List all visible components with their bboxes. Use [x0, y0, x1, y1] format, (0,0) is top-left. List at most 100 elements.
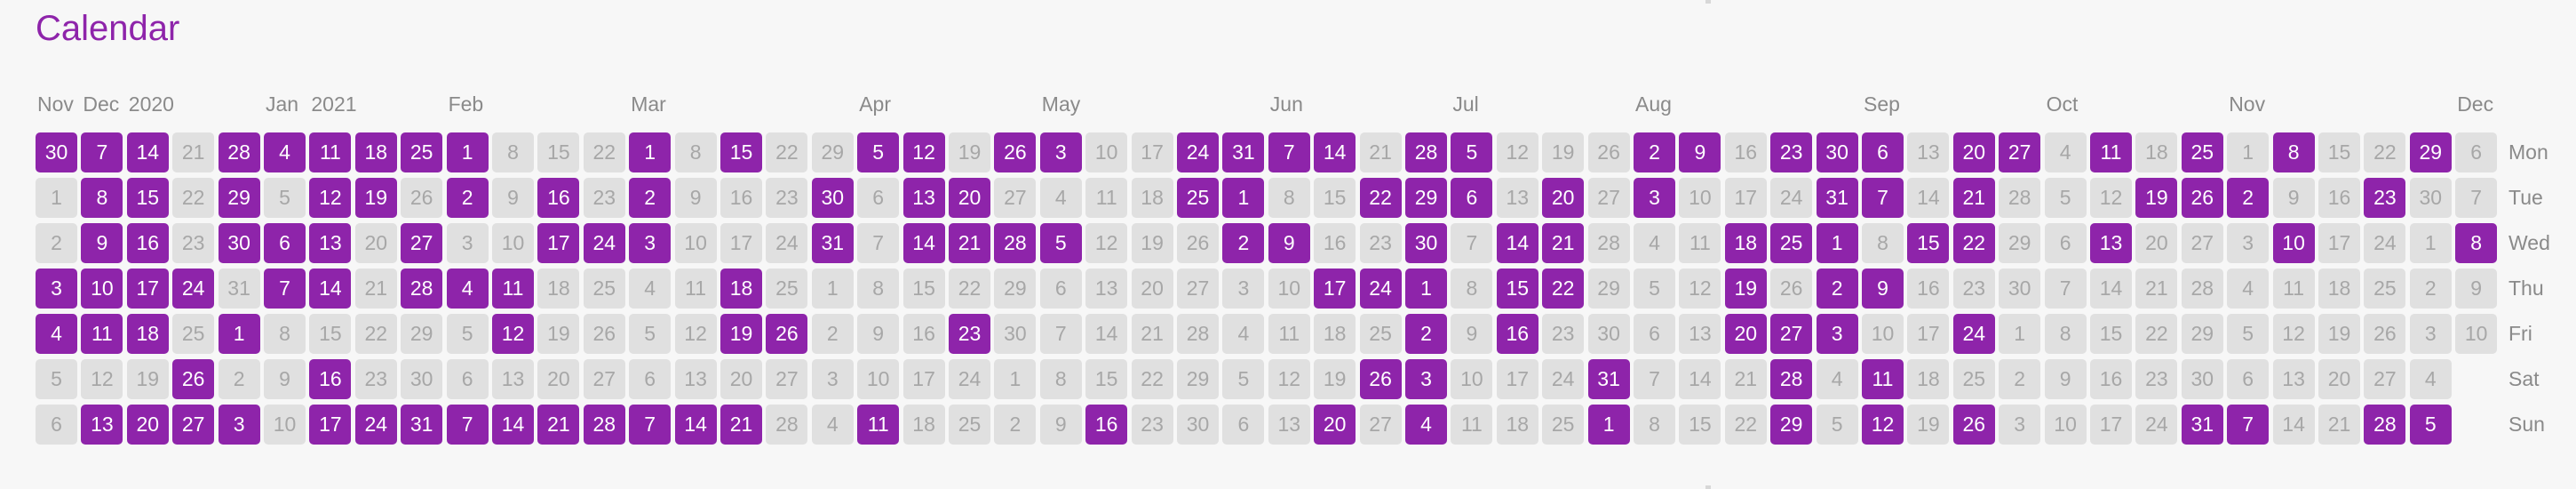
- day-cell[interactable]: 27: [766, 359, 808, 399]
- day-cell-active[interactable]: 29: [1405, 178, 1447, 218]
- day-cell-active[interactable]: 21: [720, 405, 762, 445]
- day-cell-active[interactable]: 1: [218, 314, 260, 354]
- day-cell[interactable]: 12: [674, 314, 717, 354]
- day-cell[interactable]: 8: [264, 314, 306, 354]
- day-cell[interactable]: 14: [2272, 405, 2315, 445]
- day-cell[interactable]: 9: [264, 359, 306, 399]
- day-cell[interactable]: 9: [1039, 405, 1082, 445]
- day-cell[interactable]: 18: [2318, 269, 2360, 309]
- day-cell[interactable]: 4: [2409, 359, 2452, 399]
- day-cell[interactable]: 27: [1177, 269, 1219, 309]
- day-cell[interactable]: 5: [264, 178, 306, 218]
- day-cell[interactable]: 22: [766, 132, 808, 172]
- day-cell-active[interactable]: 24: [1952, 314, 1995, 354]
- day-cell[interactable]: 17: [902, 359, 945, 399]
- day-cell-active[interactable]: 12: [309, 178, 352, 218]
- day-cell-active[interactable]: 20: [1314, 405, 1356, 445]
- day-cell[interactable]: 6: [2044, 223, 2087, 263]
- day-cell[interactable]: 19: [1314, 359, 1356, 399]
- day-cell[interactable]: 17: [1907, 314, 1950, 354]
- day-cell[interactable]: 11: [2272, 269, 2315, 309]
- day-cell[interactable]: 30: [2409, 178, 2452, 218]
- day-cell[interactable]: 13: [1268, 405, 1310, 445]
- day-cell[interactable]: 19: [1907, 405, 1950, 445]
- day-cell[interactable]: 14: [1679, 359, 1721, 399]
- day-cell[interactable]: 26: [583, 314, 625, 354]
- day-cell[interactable]: 4: [811, 405, 854, 445]
- day-cell-active[interactable]: 28: [2364, 405, 2406, 445]
- day-cell[interactable]: 28: [1999, 178, 2041, 218]
- day-cell[interactable]: 23: [1952, 269, 1995, 309]
- day-cell-active[interactable]: 9: [1268, 223, 1310, 263]
- day-cell[interactable]: 17: [720, 223, 762, 263]
- day-cell-active[interactable]: 23: [1770, 132, 1813, 172]
- day-cell-active[interactable]: 24: [354, 405, 397, 445]
- day-cell[interactable]: 1: [36, 178, 77, 218]
- day-cell[interactable]: 23: [172, 223, 215, 263]
- day-cell[interactable]: 1: [2409, 223, 2452, 263]
- day-cell-active[interactable]: 26: [2181, 178, 2223, 218]
- day-cell[interactable]: 20: [720, 359, 762, 399]
- day-cell-active[interactable]: 11: [81, 314, 123, 354]
- day-cell-active[interactable]: 17: [126, 269, 169, 309]
- day-cell[interactable]: 4: [2044, 132, 2087, 172]
- day-cell[interactable]: 5: [36, 359, 77, 399]
- day-cell-active[interactable]: 19: [2135, 178, 2178, 218]
- day-cell[interactable]: 16: [1907, 269, 1950, 309]
- day-cell[interactable]: 8: [2044, 314, 2087, 354]
- day-cell[interactable]: 12: [81, 359, 123, 399]
- day-cell[interactable]: 13: [1085, 269, 1128, 309]
- day-cell[interactable]: 26: [401, 178, 443, 218]
- day-cell[interactable]: 17: [1131, 132, 1173, 172]
- day-cell-active[interactable]: 16: [537, 178, 580, 218]
- day-cell[interactable]: 29: [401, 314, 443, 354]
- day-cell[interactable]: 5: [1816, 405, 1858, 445]
- day-cell-active[interactable]: 14: [674, 405, 717, 445]
- day-cell-active[interactable]: 15: [1496, 269, 1538, 309]
- day-cell[interactable]: 23: [766, 178, 808, 218]
- day-cell[interactable]: 5: [629, 314, 672, 354]
- day-cell[interactable]: 10: [2455, 314, 2498, 354]
- day-cell[interactable]: 18: [2135, 132, 2178, 172]
- day-cell-active[interactable]: 28: [1405, 132, 1447, 172]
- day-cell-active[interactable]: 13: [902, 178, 945, 218]
- day-cell-active[interactable]: 26: [994, 132, 1037, 172]
- day-cell-active[interactable]: 28: [994, 223, 1037, 263]
- day-cell-active[interactable]: 15: [126, 178, 169, 218]
- day-cell[interactable]: 26: [1177, 223, 1219, 263]
- day-cell-active[interactable]: 27: [1999, 132, 2041, 172]
- day-cell-active[interactable]: 19: [354, 178, 397, 218]
- day-cell[interactable]: 10: [1862, 314, 1904, 354]
- day-cell[interactable]: 8: [1634, 405, 1675, 445]
- day-cell[interactable]: 12: [2090, 178, 2132, 218]
- day-cell[interactable]: 9: [857, 314, 900, 354]
- day-cell[interactable]: 20: [2318, 359, 2360, 399]
- day-cell[interactable]: 21: [172, 132, 215, 172]
- day-cell-active[interactable]: 29: [1770, 405, 1813, 445]
- day-cell-active[interactable]: 2: [1405, 314, 1447, 354]
- day-cell[interactable]: 22: [583, 132, 625, 172]
- day-cell[interactable]: 8: [1268, 178, 1310, 218]
- day-cell[interactable]: 31: [218, 269, 260, 309]
- day-cell-active[interactable]: 11: [492, 269, 534, 309]
- day-cell-active[interactable]: 31: [1816, 178, 1858, 218]
- day-cell[interactable]: 3: [2409, 314, 2452, 354]
- day-cell-active[interactable]: 12: [902, 132, 945, 172]
- day-cell[interactable]: 24: [2364, 223, 2406, 263]
- day-cell-active[interactable]: 3: [36, 269, 77, 309]
- day-cell-active[interactable]: 7: [1268, 132, 1310, 172]
- day-cell[interactable]: 3: [446, 223, 489, 263]
- day-cell-active[interactable]: 24: [1359, 269, 1402, 309]
- day-cell[interactable]: 23: [1542, 314, 1585, 354]
- day-cell-active[interactable]: 3: [629, 223, 672, 263]
- day-cell-active[interactable]: 7: [81, 132, 123, 172]
- day-cell-active[interactable]: 30: [811, 178, 854, 218]
- day-cell[interactable]: 15: [309, 314, 352, 354]
- day-cell[interactable]: 23: [1359, 223, 1402, 263]
- day-cell-active[interactable]: 27: [401, 223, 443, 263]
- day-cell[interactable]: 4: [1816, 359, 1858, 399]
- day-cell[interactable]: 5: [2227, 314, 2270, 354]
- day-cell-active[interactable]: 18: [1724, 223, 1767, 263]
- day-cell[interactable]: 4: [1222, 314, 1265, 354]
- day-cell[interactable]: 15: [1085, 359, 1128, 399]
